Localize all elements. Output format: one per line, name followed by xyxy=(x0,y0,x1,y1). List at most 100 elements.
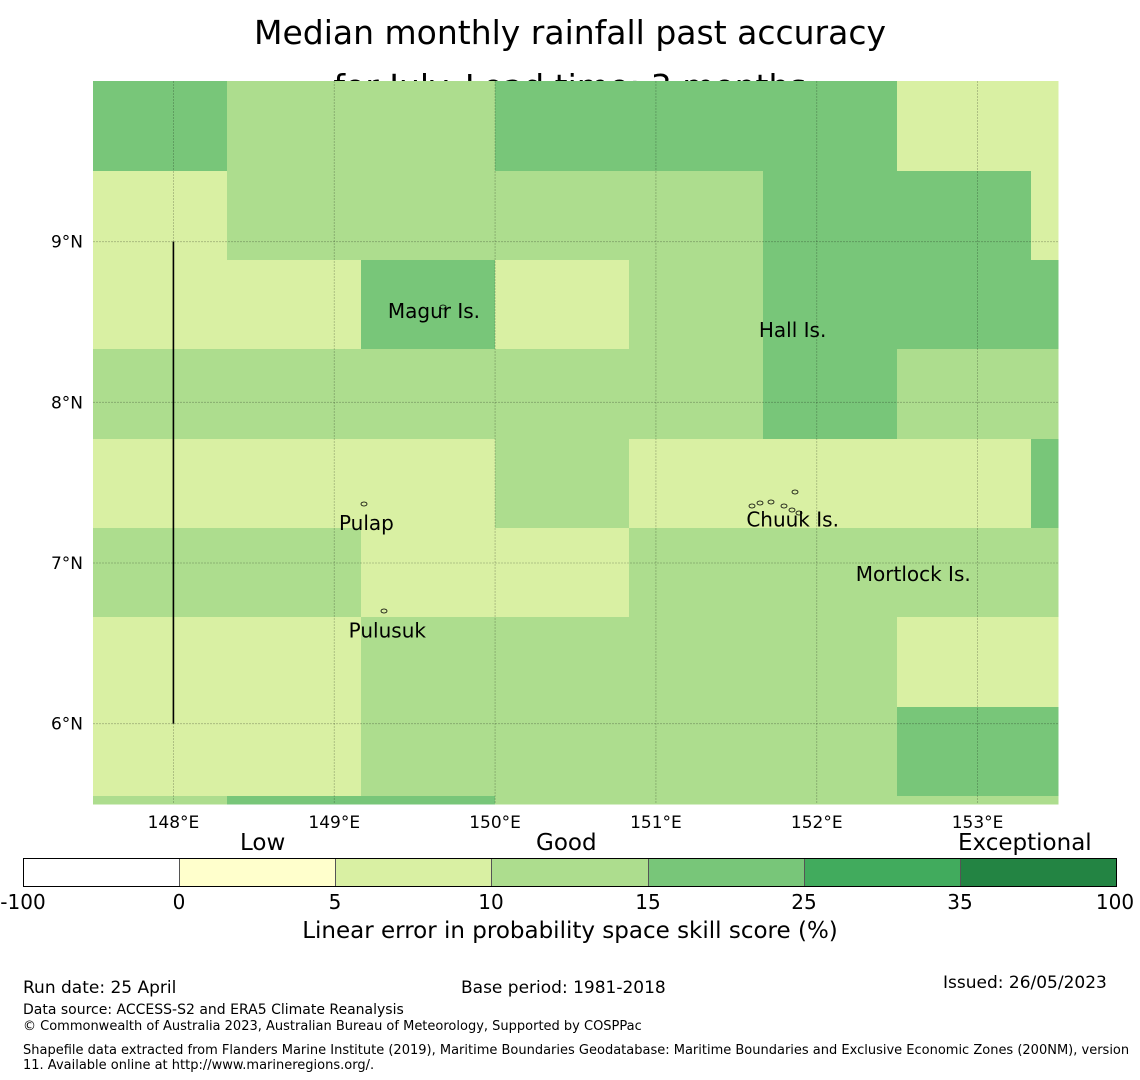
grid-cell xyxy=(1031,171,1059,261)
grid-cell xyxy=(897,260,1032,350)
colorbar-header-low: Low xyxy=(240,830,286,856)
grid-cell xyxy=(227,171,362,261)
grid-cell xyxy=(227,439,362,529)
grid-cell xyxy=(897,528,1032,618)
grid-cell xyxy=(629,707,764,797)
grid-cell xyxy=(361,349,496,440)
grid-cell xyxy=(763,707,898,797)
grid-cell xyxy=(763,171,898,261)
colorbar-tick: 0 xyxy=(172,890,186,914)
colorbar-segment xyxy=(804,859,961,886)
colorbar-tick: 100 xyxy=(1095,890,1135,914)
grid-cell xyxy=(763,528,898,618)
base-period: Base period: 1981-2018 xyxy=(461,978,666,998)
longitude-tick-label: 152°E xyxy=(791,813,843,830)
grid-cell xyxy=(1031,439,1059,529)
grid-cell xyxy=(629,349,764,440)
grid-cell xyxy=(897,439,1032,529)
longitude-tick-label: 148°E xyxy=(148,813,200,830)
latitude-tick-label: 7°N xyxy=(51,554,83,574)
colorbar-header-exceptional: Exceptional xyxy=(958,830,1092,856)
grid-cell xyxy=(93,439,228,529)
grid-cell xyxy=(1031,349,1059,440)
grid-cell xyxy=(495,171,630,261)
grid-cell xyxy=(227,617,362,708)
longitude-tick-label: 153°E xyxy=(952,813,1004,830)
grid-cell xyxy=(93,349,228,440)
colorbar-tick: 5 xyxy=(328,890,342,914)
grid-cell xyxy=(93,81,228,172)
colorbar-segment xyxy=(648,859,805,886)
grid-cell xyxy=(495,81,630,172)
grid-cell xyxy=(763,81,898,172)
grid-cell xyxy=(629,171,764,261)
grid-cell xyxy=(897,617,1032,708)
island-outline xyxy=(380,608,388,614)
place-label: Magur Is. xyxy=(388,299,480,323)
colorbar-tick: 10 xyxy=(478,890,504,914)
colorbar-tick: -100 xyxy=(0,890,46,914)
grid-cell xyxy=(495,617,630,708)
place-label: Hall Is. xyxy=(759,318,826,342)
grid-cell xyxy=(93,260,228,350)
island-outline xyxy=(780,503,788,509)
grid-cell xyxy=(629,260,764,350)
grid-cell xyxy=(361,707,496,797)
longitude-tick-label: 149°E xyxy=(308,813,360,830)
colorbar xyxy=(23,858,1117,887)
grid-cell xyxy=(495,528,630,618)
grid-cell xyxy=(227,260,362,350)
island-outline xyxy=(791,489,799,495)
grid-cell xyxy=(495,796,630,805)
island-outline xyxy=(748,503,756,509)
latitude-tick-label: 8°N xyxy=(51,393,83,413)
colorbar-segment xyxy=(960,859,1116,886)
grid-cell xyxy=(495,707,630,797)
grid-cell xyxy=(227,349,362,440)
grid-cell xyxy=(897,349,1032,440)
grid-cell xyxy=(629,528,764,618)
grid-cell xyxy=(1031,617,1059,708)
grid-cell xyxy=(93,528,228,618)
grid-cell xyxy=(629,617,764,708)
run-date: Run date: 25 April xyxy=(23,978,177,998)
colorbar-header-good: Good xyxy=(536,830,597,856)
colorbar-label: Linear error in probability space skill … xyxy=(302,918,838,944)
grid-cell xyxy=(361,260,496,350)
colorbar-tick: 35 xyxy=(947,890,973,914)
skill-map: Magur Is. Hall Is. Pulap Chuuk Is. Mortlock … xyxy=(51,81,1059,830)
grid-cell xyxy=(763,349,898,440)
grid-cell xyxy=(361,528,496,618)
island-outline xyxy=(788,507,796,513)
colorbar-segment xyxy=(492,859,649,886)
island-outline xyxy=(767,499,775,505)
grid-cell xyxy=(1031,260,1059,350)
grid-cell xyxy=(495,349,630,440)
grid-cell xyxy=(227,796,362,805)
grid-cell xyxy=(227,528,362,618)
grid-cell xyxy=(763,617,898,708)
grid-cell xyxy=(495,439,630,529)
grid-cell xyxy=(227,81,362,172)
grid-cell xyxy=(897,796,1032,805)
grid-cell xyxy=(1031,528,1059,618)
grid-cell xyxy=(897,707,1032,797)
place-label: Chuuk Is. xyxy=(746,508,839,532)
grid-cell xyxy=(629,439,764,529)
colorbar-tick: 25 xyxy=(791,890,817,914)
grid-cell xyxy=(763,260,898,350)
island-outline xyxy=(360,501,368,507)
island-outline xyxy=(795,510,803,516)
grid-cell xyxy=(495,260,630,350)
place-label: Mortlock Is. xyxy=(856,562,971,586)
latitude-tick-label: 6°N xyxy=(51,715,83,735)
longitude-tick-label: 151°E xyxy=(630,813,682,830)
grid-cell xyxy=(897,171,1032,261)
grid-cell xyxy=(93,796,228,805)
grid-cell xyxy=(1031,81,1059,172)
grid-cell xyxy=(361,796,496,805)
title-line-1: Median monthly rainfall past accuracy xyxy=(253,13,887,52)
grid-cell xyxy=(361,617,496,708)
colorbar-segment xyxy=(336,859,493,886)
place-label: Pulusuk xyxy=(349,618,427,642)
